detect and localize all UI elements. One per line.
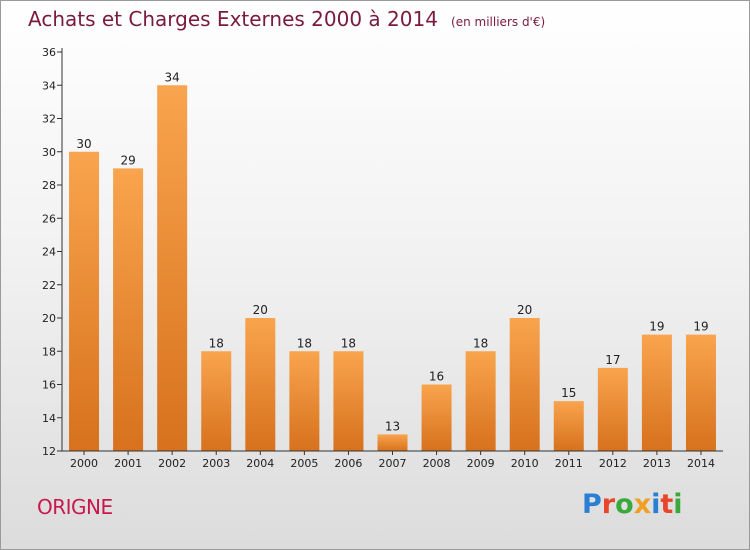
- bar-value-label: 15: [561, 386, 576, 400]
- x-tick-label: 2013: [643, 457, 671, 470]
- y-axis: 12 14 16 18 20 22 24 26 28 30 32 34 36: [42, 46, 63, 458]
- logo-letter: i: [651, 489, 661, 520]
- bar: [113, 168, 144, 451]
- x-tick-label: 2009: [467, 457, 495, 470]
- bar-value-label: 18: [209, 336, 224, 350]
- x-axis: 2000 2001 2002 2003 2004 2005 2006 2007 2008 2009…: [62, 450, 723, 470]
- bar-value-label: 30: [76, 137, 91, 151]
- x-tick-label: 2003: [202, 457, 230, 470]
- y-tick-label: 26: [42, 212, 56, 225]
- bar: [421, 384, 452, 451]
- bar-value-label: 18: [473, 336, 488, 350]
- x-tick-label: 2008: [423, 457, 451, 470]
- bar: [245, 318, 276, 451]
- x-tick-label: 2001: [114, 457, 142, 470]
- y-tick-label: 30: [42, 146, 56, 159]
- bar: [685, 334, 716, 451]
- x-tick-label: 2002: [158, 457, 186, 470]
- logo-letter: t: [660, 489, 674, 520]
- y-tick-label: 24: [42, 246, 56, 259]
- bar: [157, 85, 188, 451]
- y-tick-label: 14: [42, 412, 56, 425]
- x-tick-label: 2014: [687, 457, 715, 470]
- logo-letter: x: [633, 489, 652, 520]
- bar: [509, 318, 540, 451]
- y-tick-label: 22: [42, 279, 56, 292]
- bar-value-label: 16: [429, 370, 444, 384]
- title-row: Achats et Charges Externes 2000 à 2014 (…: [28, 7, 545, 31]
- bar: [641, 334, 672, 451]
- logo-letter: P: [582, 489, 602, 520]
- bar: [597, 367, 628, 451]
- bar: [333, 351, 364, 451]
- bar-value-label: 20: [517, 303, 532, 317]
- bar: [465, 351, 496, 451]
- bar-value-label: 20: [253, 303, 268, 317]
- bars: 30 29 34 18 20 18 18 13 16 18 20 15 17 19 19: [69, 70, 716, 451]
- bar-value-label: 29: [120, 153, 135, 167]
- bar: [201, 351, 232, 451]
- x-tick-label: 2007: [379, 457, 407, 470]
- y-tick-label: 12: [42, 445, 56, 458]
- bar: [289, 351, 320, 451]
- bar-value-label: 34: [165, 70, 180, 84]
- bar: [553, 401, 584, 451]
- x-tick-label: 2012: [599, 457, 627, 470]
- bar-value-label: 19: [649, 320, 664, 334]
- x-tick-label: 2011: [555, 457, 583, 470]
- y-tick-label: 16: [42, 379, 56, 392]
- bar-value-label: 13: [385, 419, 400, 433]
- bar-value-label: 19: [693, 320, 708, 334]
- y-tick-label: 34: [42, 79, 56, 92]
- x-tick-label: 2005: [290, 457, 318, 470]
- x-tick-label: 2010: [511, 457, 539, 470]
- commune-name: ORIGNE: [37, 495, 113, 519]
- x-tick-label: 2000: [70, 457, 98, 470]
- y-tick-label: 32: [42, 113, 56, 126]
- logo-letter: i: [673, 489, 683, 520]
- chart-unit: (en milliers d'€): [451, 15, 546, 29]
- y-tick-label: 36: [42, 46, 56, 59]
- bar: [69, 151, 100, 451]
- logo-letter: o: [615, 489, 634, 520]
- bar-value-label: 17: [605, 353, 620, 367]
- x-tick-label: 2006: [334, 457, 362, 470]
- logo-letter: r: [601, 489, 616, 520]
- y-tick-label: 18: [42, 345, 56, 358]
- bar: [377, 434, 408, 451]
- y-tick-label: 28: [42, 179, 56, 192]
- chart-title: Achats et Charges Externes 2000 à 2014: [28, 7, 438, 31]
- x-tick-label: 2004: [246, 457, 274, 470]
- bar-value-label: 18: [297, 336, 312, 350]
- proxiti-logo[interactable]: Proxiti: [582, 489, 683, 520]
- bar-value-label: 18: [341, 336, 356, 350]
- y-tick-label: 20: [42, 312, 56, 325]
